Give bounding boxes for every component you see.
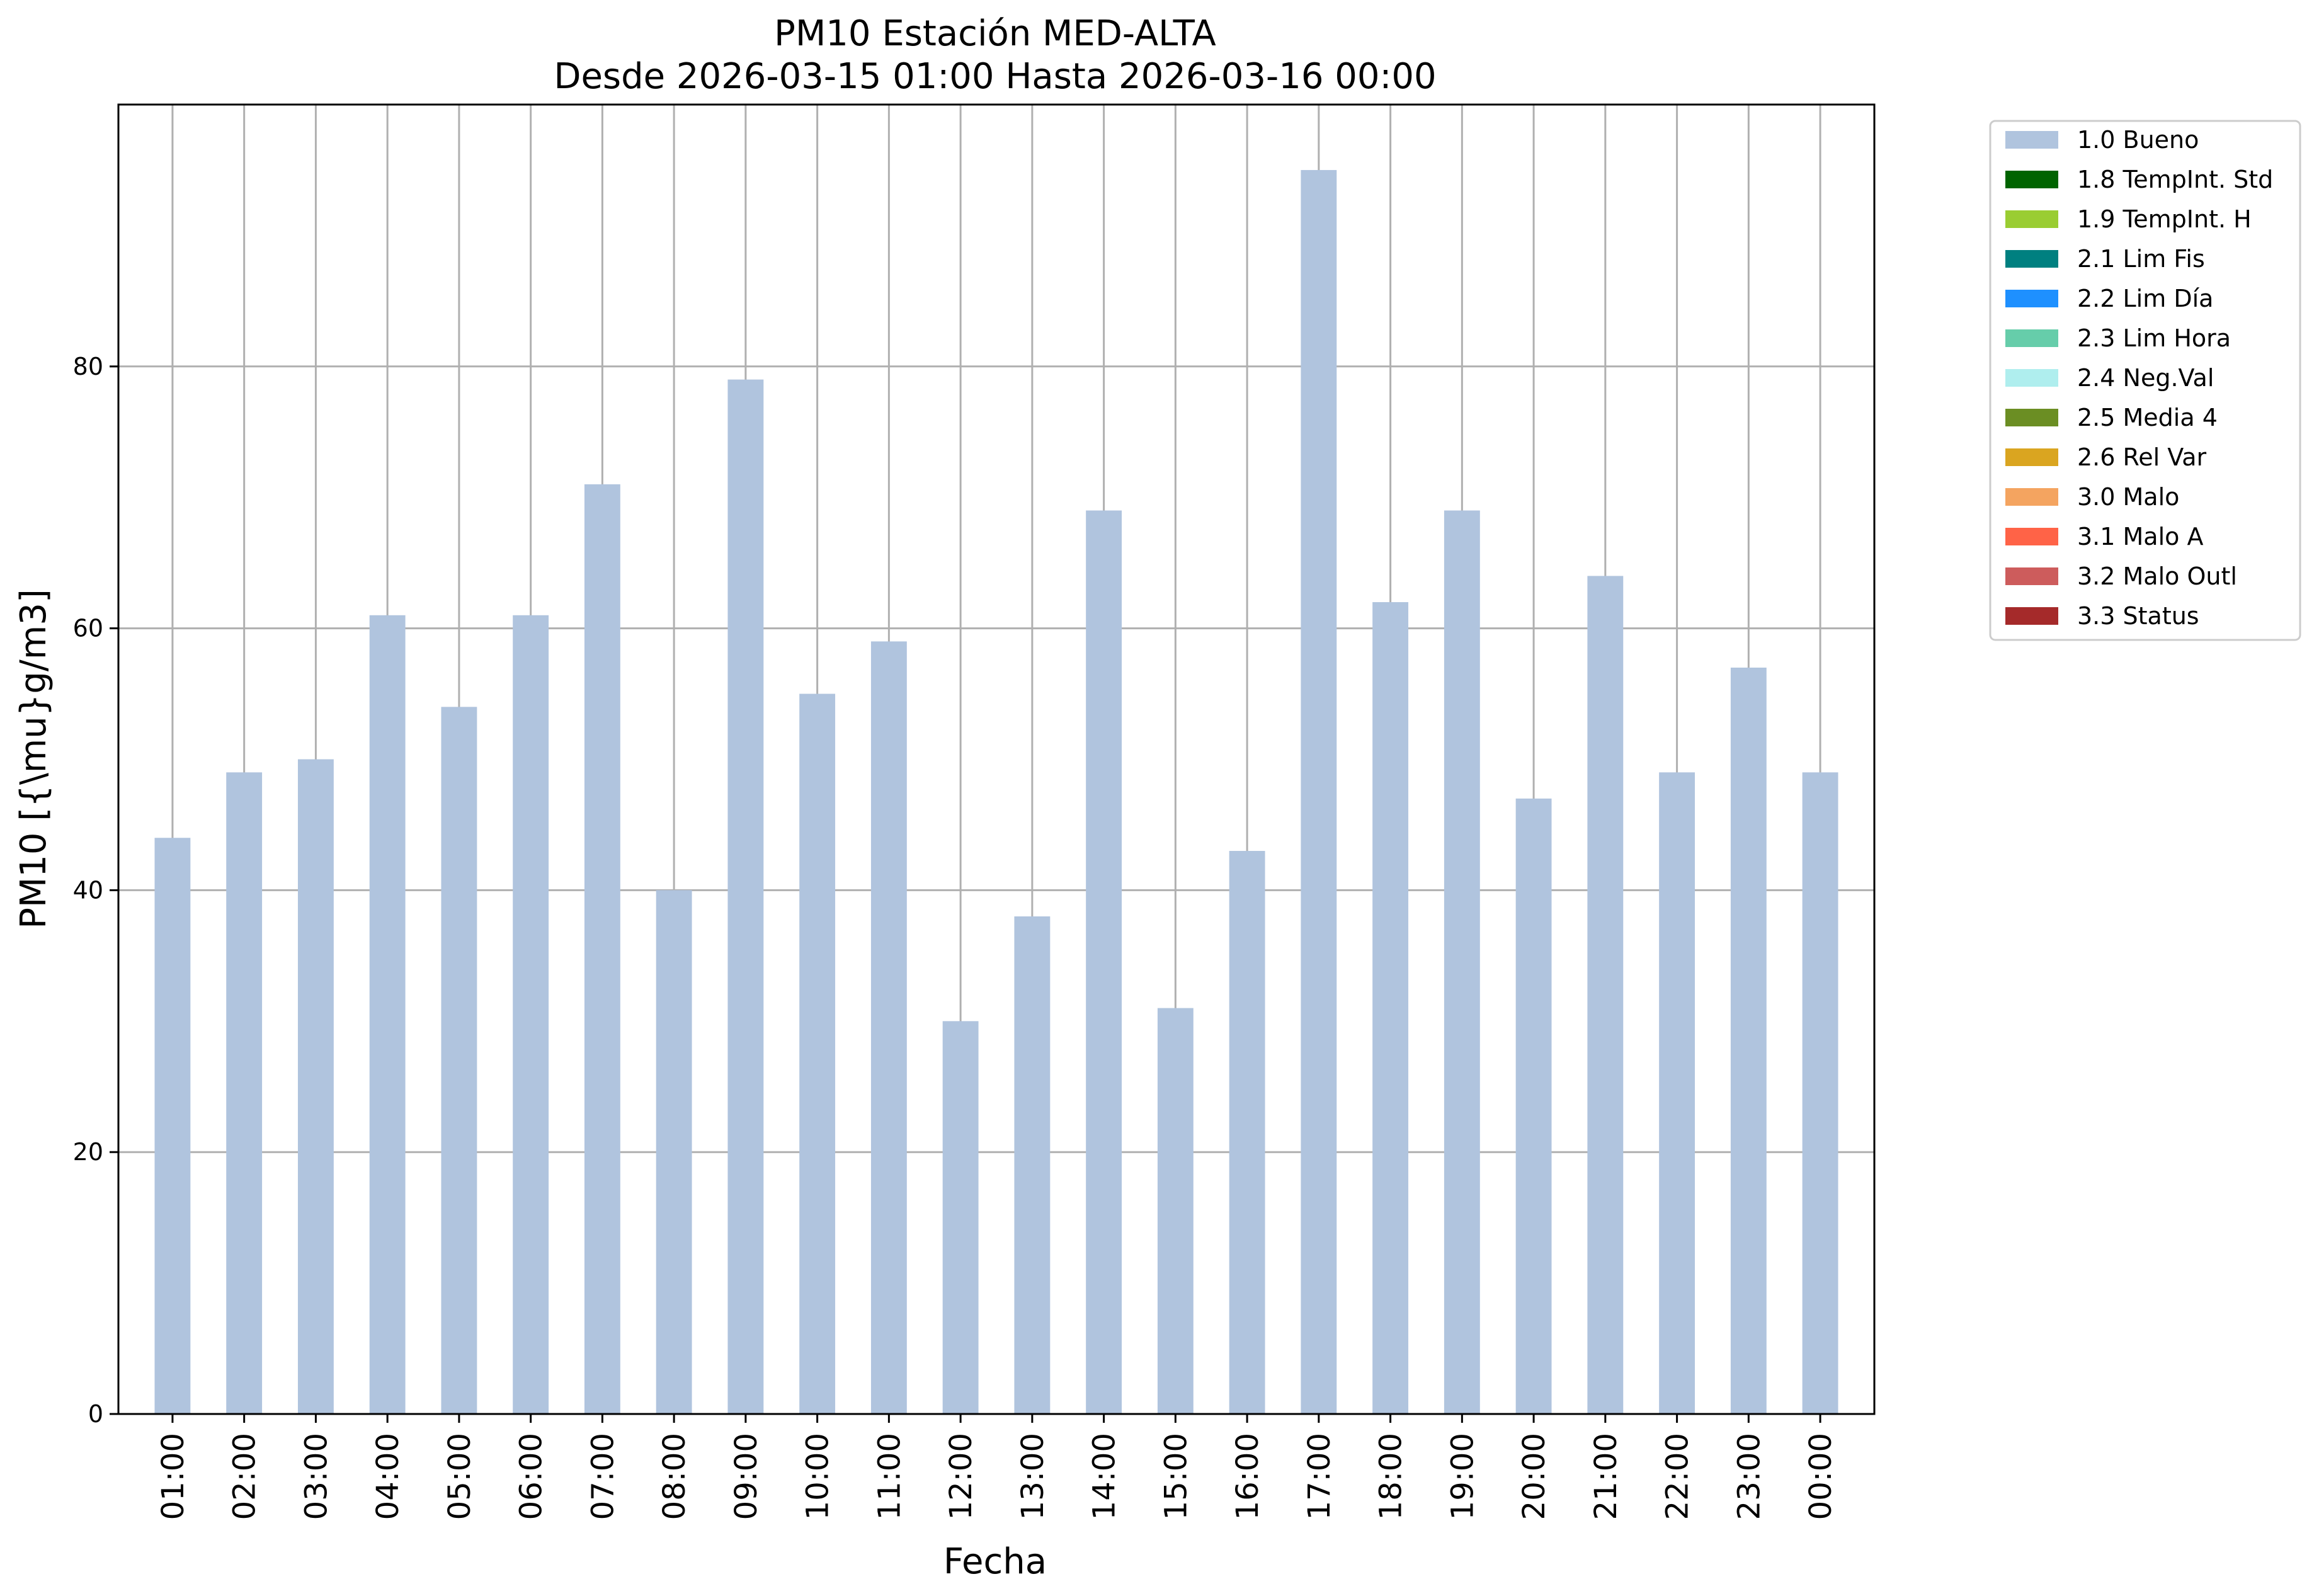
legend-label: 1.9 TempInt. H — [2077, 205, 2252, 233]
legend-label: 2.6 Rel Var — [2077, 443, 2207, 471]
x-tick-label: 04:00 — [370, 1433, 406, 1520]
legend-swatch — [2005, 250, 2058, 268]
legend-label: 3.2 Malo Outl — [2077, 562, 2237, 590]
legend-box — [1989, 120, 2301, 641]
bars — [154, 169, 1838, 1415]
legend-swatch — [2005, 369, 2058, 387]
x-tick-label: 19:00 — [1445, 1433, 1480, 1520]
y-tick-label: 80 — [73, 353, 103, 380]
legend-swatch — [2005, 409, 2058, 426]
x-tick-label: 16:00 — [1230, 1433, 1265, 1520]
x-tick-label: 15:00 — [1158, 1433, 1194, 1520]
legend-swatch — [2005, 171, 2058, 188]
legend-swatch — [2005, 607, 2058, 625]
plot-area-frame — [117, 103, 1876, 1415]
x-tick-label: 22:00 — [1660, 1433, 1695, 1520]
legend-label: 3.3 Status — [2077, 602, 2199, 630]
bar-0600 — [513, 615, 549, 1414]
x-tick-label: 11:00 — [872, 1433, 907, 1520]
legend-swatch — [2005, 567, 2058, 585]
x-axis-label: Fecha — [943, 1541, 1047, 1582]
x-tick-label: 09:00 — [729, 1433, 764, 1520]
legend-label: 3.0 Malo — [2077, 483, 2179, 511]
x-tick-label: 10:00 — [801, 1433, 836, 1520]
legend-label: 2.1 Lim Fis — [2077, 245, 2205, 273]
x-tick-label: 17:00 — [1302, 1433, 1337, 1520]
x-tick-label: 13:00 — [1015, 1433, 1051, 1520]
bar-1600 — [1229, 851, 1265, 1414]
bar-0300 — [297, 759, 334, 1414]
bar-1200 — [942, 1021, 979, 1414]
legend-label: 1.8 TempInt. Std — [2077, 166, 2273, 193]
x-tick-label: 23:00 — [1731, 1433, 1767, 1520]
legend-swatch — [2005, 528, 2058, 545]
legend-swatch — [2005, 131, 2058, 149]
legend-swatch — [2005, 210, 2058, 228]
y-tick-label: 60 — [73, 615, 103, 642]
legend-label: 2.2 Lim Día — [2077, 285, 2213, 312]
bar-0700 — [584, 484, 620, 1415]
legend: 1.0 Bueno 1.8 TempInt. Std 1.9 TempInt. H 2… — [1989, 120, 2301, 641]
bar-0900 — [727, 379, 764, 1414]
bar-1400 — [1086, 510, 1122, 1414]
x-tick-label: 01:00 — [156, 1433, 191, 1520]
bar-1500 — [1157, 1008, 1194, 1414]
bar-2100 — [1587, 576, 1624, 1415]
bar-1800 — [1372, 602, 1409, 1414]
x-axis-ticks: 01:00 02:00 03:00 04:00 05:00 06:00 07:00 08:00… — [156, 1414, 1838, 1520]
x-tick-label: 18:00 — [1374, 1433, 1409, 1520]
x-tick-label: 02:00 — [227, 1433, 263, 1520]
x-tick-label: 12:00 — [943, 1433, 979, 1520]
legend-label: 1.0 Bueno — [2077, 126, 2199, 154]
x-tick-label: 00:00 — [1803, 1433, 1838, 1520]
y-axis-label: PM10 [{\mu}g/m3] — [13, 589, 54, 929]
x-tick-label: 03:00 — [299, 1433, 334, 1520]
legend-label: 2.4 Neg.Val — [2077, 364, 2214, 392]
bar-2000 — [1515, 798, 1552, 1414]
y-tick-label: 40 — [73, 876, 103, 904]
bar-0500 — [441, 707, 477, 1414]
x-tick-label: 21:00 — [1588, 1433, 1624, 1520]
bar-1700 — [1301, 169, 1337, 1415]
legend-label: 2.3 Lim Hora — [2077, 324, 2231, 352]
chart-title: PM10 Estación MED-ALTA — [774, 13, 1216, 54]
legend-label: 2.5 Media 4 — [2077, 404, 2218, 431]
bar-0400 — [369, 615, 406, 1414]
legend-swatch — [2005, 448, 2058, 466]
bar-0000 — [1802, 772, 1838, 1414]
bar-1900 — [1444, 510, 1480, 1414]
y-tick-label: 0 — [88, 1400, 103, 1428]
x-tick-label: 06:00 — [514, 1433, 549, 1520]
x-tick-label: 20:00 — [1517, 1433, 1552, 1520]
legend-swatch — [2005, 329, 2058, 347]
x-tick-label: 14:00 — [1087, 1433, 1122, 1520]
bar-1100 — [870, 641, 907, 1414]
bar-2200 — [1659, 772, 1695, 1414]
y-tick-label: 20 — [73, 1138, 103, 1166]
legend-entries: 1.0 Bueno 1.8 TempInt. Std 1.9 TempInt. H 2… — [2005, 126, 2273, 630]
x-tick-label: 07:00 — [585, 1433, 620, 1520]
legend-label: 3.1 Malo A — [2077, 523, 2203, 550]
bar-0200 — [226, 772, 263, 1414]
legend-swatch — [2005, 488, 2058, 506]
bar-0800 — [656, 890, 692, 1414]
x-tick-label: 05:00 — [442, 1433, 477, 1520]
bar-1300 — [1014, 916, 1051, 1414]
y-axis-ticks: 0 20 40 60 80 — [73, 353, 118, 1428]
x-tick-label: 08:00 — [657, 1433, 692, 1520]
legend-swatch — [2005, 290, 2058, 307]
chart-subtitle: Desde 2026-03-15 01:00 Hasta 2026-03-16 … — [554, 56, 1436, 97]
bar-0100 — [154, 838, 191, 1414]
bar-2300 — [1730, 667, 1767, 1414]
bar-1000 — [799, 693, 836, 1414]
